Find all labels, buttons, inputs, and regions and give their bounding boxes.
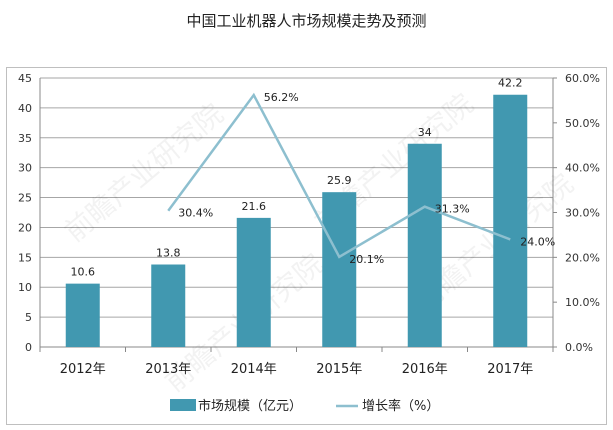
bar-data-label: 42.2 xyxy=(498,77,523,90)
bar-data-label: 10.6 xyxy=(71,266,96,279)
bar xyxy=(151,264,186,347)
watermark-text: 前瞻产业研究院 xyxy=(58,97,229,248)
y-left-tick-label: 20 xyxy=(18,221,32,234)
y-right-tick-label: 50.0% xyxy=(565,117,600,130)
line-data-label: 56.2% xyxy=(264,91,299,104)
bar-data-label: 13.8 xyxy=(156,247,181,260)
y-right-tick-label: 30.0% xyxy=(565,207,600,220)
bar xyxy=(322,192,357,347)
legend-swatch-bar xyxy=(170,399,196,411)
bar xyxy=(407,143,442,347)
y-left-tick-label: 30 xyxy=(18,162,32,175)
y-right-tick-label: 20.0% xyxy=(565,251,600,264)
y-right-tick-label: 10.0% xyxy=(565,296,600,309)
x-tick-label: 2016年 xyxy=(402,362,448,377)
y-left-tick-label: 25 xyxy=(18,192,32,205)
x-tick-label: 2012年 xyxy=(60,362,106,377)
line-data-label: 20.1% xyxy=(349,253,384,266)
bar-data-label: 34 xyxy=(418,126,432,139)
x-tick-label: 2013年 xyxy=(145,362,191,377)
bar xyxy=(65,283,100,347)
line-data-label: 24.0% xyxy=(520,235,555,248)
bar-data-label: 25.9 xyxy=(327,174,352,187)
bar-data-label: 21.6 xyxy=(242,200,267,213)
y-right-tick-label: 40.0% xyxy=(565,162,600,175)
line-data-label: 31.3% xyxy=(435,203,470,216)
y-right-tick-label: 60.0% xyxy=(565,72,600,85)
x-tick-label: 2014年 xyxy=(231,362,277,377)
chart-title: 中国工业机器人市场规模走势及预测 xyxy=(186,12,427,30)
legend-label-bar: 市场规模（亿元） xyxy=(198,398,302,414)
y-left-tick-label: 45 xyxy=(18,72,32,85)
y-right-tick-label: 0.0% xyxy=(565,341,593,354)
x-tick-label: 2015年 xyxy=(316,362,362,377)
line-data-label: 30.4% xyxy=(178,207,213,220)
y-left-tick-label: 0 xyxy=(25,341,32,354)
y-left-tick-label: 5 xyxy=(25,311,32,324)
chart-frame xyxy=(6,67,607,425)
bar xyxy=(236,217,271,347)
y-left-tick-label: 40 xyxy=(18,102,32,115)
bar xyxy=(493,94,528,347)
legend-label-line: 增长率（%） xyxy=(362,398,439,414)
x-tick-label: 2017年 xyxy=(487,362,533,377)
y-left-tick-label: 35 xyxy=(18,132,32,145)
y-left-tick-label: 15 xyxy=(18,251,32,264)
y-left-tick-label: 10 xyxy=(18,281,32,294)
